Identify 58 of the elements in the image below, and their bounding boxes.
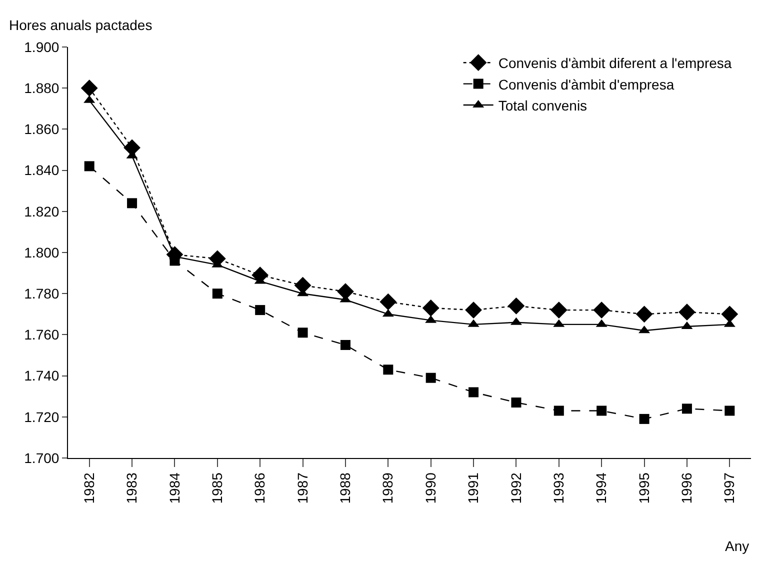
x-tick-label: 1995	[636, 472, 652, 504]
x-tick-label: 1991	[465, 472, 482, 504]
x-tick-label: 1989	[380, 472, 396, 504]
x-tick-label: 1984	[166, 472, 182, 504]
point	[550, 302, 568, 318]
x-tick-label: 1997	[721, 472, 738, 504]
point	[724, 406, 735, 416]
x-tick-label: 1983	[124, 472, 140, 504]
point	[84, 161, 94, 172]
y-tick-label: 1.880	[24, 80, 60, 96]
point	[721, 306, 738, 323]
point	[596, 406, 607, 416]
legend-label: Convenis d'àmbit d'empresa	[498, 76, 674, 92]
y-tick-label: 1.840	[24, 162, 60, 178]
x-tick-label: 1986	[252, 472, 268, 504]
y-tick-label: 1.780	[24, 286, 60, 302]
y-tick-label: 1.800	[24, 244, 60, 260]
point	[508, 297, 525, 314]
point	[212, 288, 222, 299]
point	[337, 283, 354, 300]
point	[383, 364, 394, 375]
point	[426, 372, 436, 383]
point	[554, 406, 564, 416]
point	[593, 302, 610, 318]
point	[298, 328, 308, 338]
point	[80, 80, 98, 97]
point	[682, 404, 692, 414]
point	[678, 304, 696, 321]
x-tick-label: 1990	[422, 472, 438, 504]
point	[465, 302, 482, 318]
x-tick-label: 1985	[208, 472, 225, 504]
x-tick-label: 1988	[337, 472, 354, 504]
x-axis-title: Any	[725, 538, 750, 554]
x-tick-label: 1994	[593, 472, 610, 504]
point	[639, 414, 650, 424]
point	[255, 305, 266, 316]
y-tick-label: 1.900	[24, 38, 60, 55]
point	[380, 293, 397, 310]
point	[340, 340, 350, 350]
y-tick-label: 1.760	[24, 326, 60, 343]
point	[468, 387, 479, 398]
y-tick-label: 1.860	[24, 121, 60, 138]
x-tick-label: 1992	[508, 472, 524, 504]
y-tick-label: 1.720	[24, 408, 60, 425]
point	[511, 398, 522, 408]
x-tick-label: 1996	[678, 472, 695, 504]
legend-label: Total convenis	[498, 97, 588, 114]
point	[636, 306, 653, 323]
y-tick-label: 1.700	[24, 450, 60, 466]
y-axis-title: Hores anuals pactades	[9, 17, 152, 33]
x-tick-label: 1987	[294, 472, 310, 504]
y-tick-label: 1.820	[24, 203, 60, 220]
x-tick-label: 1993	[550, 472, 566, 504]
point	[127, 198, 138, 208]
point	[422, 300, 440, 316]
legend-label: Convenis d'àmbit diferent a l'empresa	[498, 55, 732, 72]
y-tick-label: 1.740	[24, 368, 60, 384]
x-tick-label: 1982	[80, 472, 97, 504]
